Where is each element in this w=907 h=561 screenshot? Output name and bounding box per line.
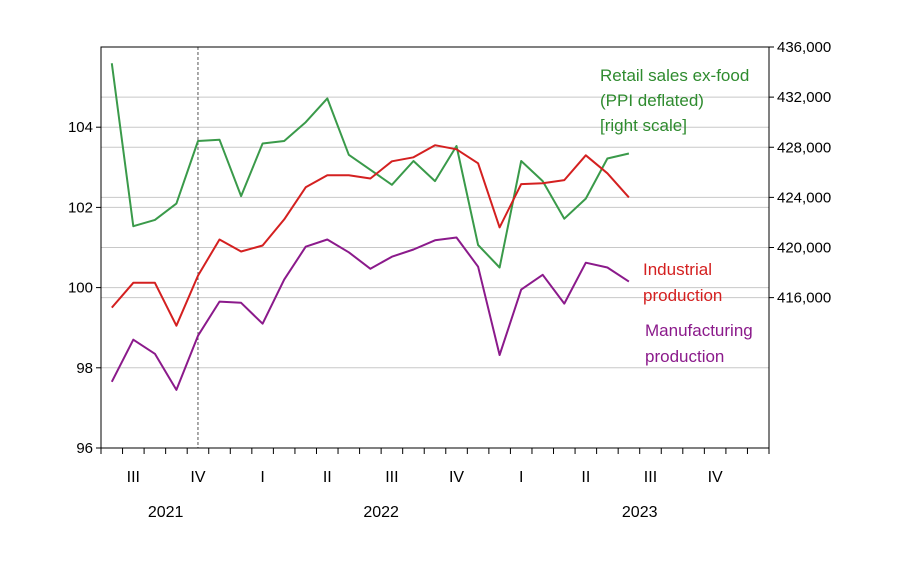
industrial-series-line bbox=[111, 144, 630, 327]
right-axis-tick-label: 424,000 bbox=[777, 189, 831, 206]
x-axis-quarter-label: I bbox=[260, 469, 264, 486]
retail-series-line bbox=[110, 63, 630, 269]
x-axis-quarter-label: II bbox=[323, 469, 332, 486]
right-axis-tick-label: 416,000 bbox=[777, 290, 831, 307]
left-axis-tick-label: 102 bbox=[68, 199, 93, 216]
x-axis-year-label: 2021 bbox=[148, 504, 184, 521]
manufacturing-series-label: Manufacturing production bbox=[645, 321, 757, 366]
x-axis-quarter-label: IV bbox=[449, 469, 464, 486]
axes: 96 98 100 102 104 416,000 420,000 424,000 428,00… bbox=[68, 39, 831, 457]
x-axis-year-label: 2022 bbox=[363, 504, 399, 521]
x-axis-quarter-label: I bbox=[519, 469, 523, 486]
manufacturing-label-line: Manufacturing bbox=[645, 321, 753, 340]
retail-label-line: [right scale] bbox=[600, 116, 687, 135]
retail-label-line: (PPI deflated) bbox=[600, 91, 704, 110]
industrial-series-label: Industrial production bbox=[643, 260, 722, 305]
x-axis-quarter-label: IV bbox=[190, 469, 205, 486]
retail-label-line: Retail sales ex-food bbox=[600, 66, 749, 85]
right-axis-tick-label: 436,000 bbox=[777, 39, 831, 56]
x-axis-year-label: 2023 bbox=[622, 504, 658, 521]
left-axis-tick-label: 100 bbox=[68, 280, 93, 297]
left-axis-tick-label: 98 bbox=[76, 360, 93, 377]
left-axis-tick-label: 104 bbox=[68, 119, 93, 136]
x-axis-quarter-label: III bbox=[385, 469, 398, 486]
manufacturing-series-line bbox=[110, 236, 630, 391]
x-axis-quarter-label: III bbox=[127, 469, 140, 486]
right-axis-tick-label: 432,000 bbox=[777, 89, 831, 106]
industrial-label-line: production bbox=[643, 286, 722, 305]
industrial-label-line: Industrial bbox=[643, 260, 712, 279]
manufacturing-label-line: production bbox=[645, 347, 724, 366]
x-axis-quarter-label: IV bbox=[708, 469, 723, 486]
x-axis-quarter-label: III bbox=[644, 469, 657, 486]
right-axis-tick-label: 420,000 bbox=[777, 240, 831, 257]
series-layer bbox=[110, 63, 630, 391]
x-axis-quarter-label: II bbox=[581, 469, 590, 486]
retail-series-label: Retail sales ex-food (PPI deflated) [rig… bbox=[600, 66, 754, 135]
right-axis-tick-label: 428,000 bbox=[777, 139, 831, 156]
left-axis-tick-label: 96 bbox=[76, 440, 93, 457]
